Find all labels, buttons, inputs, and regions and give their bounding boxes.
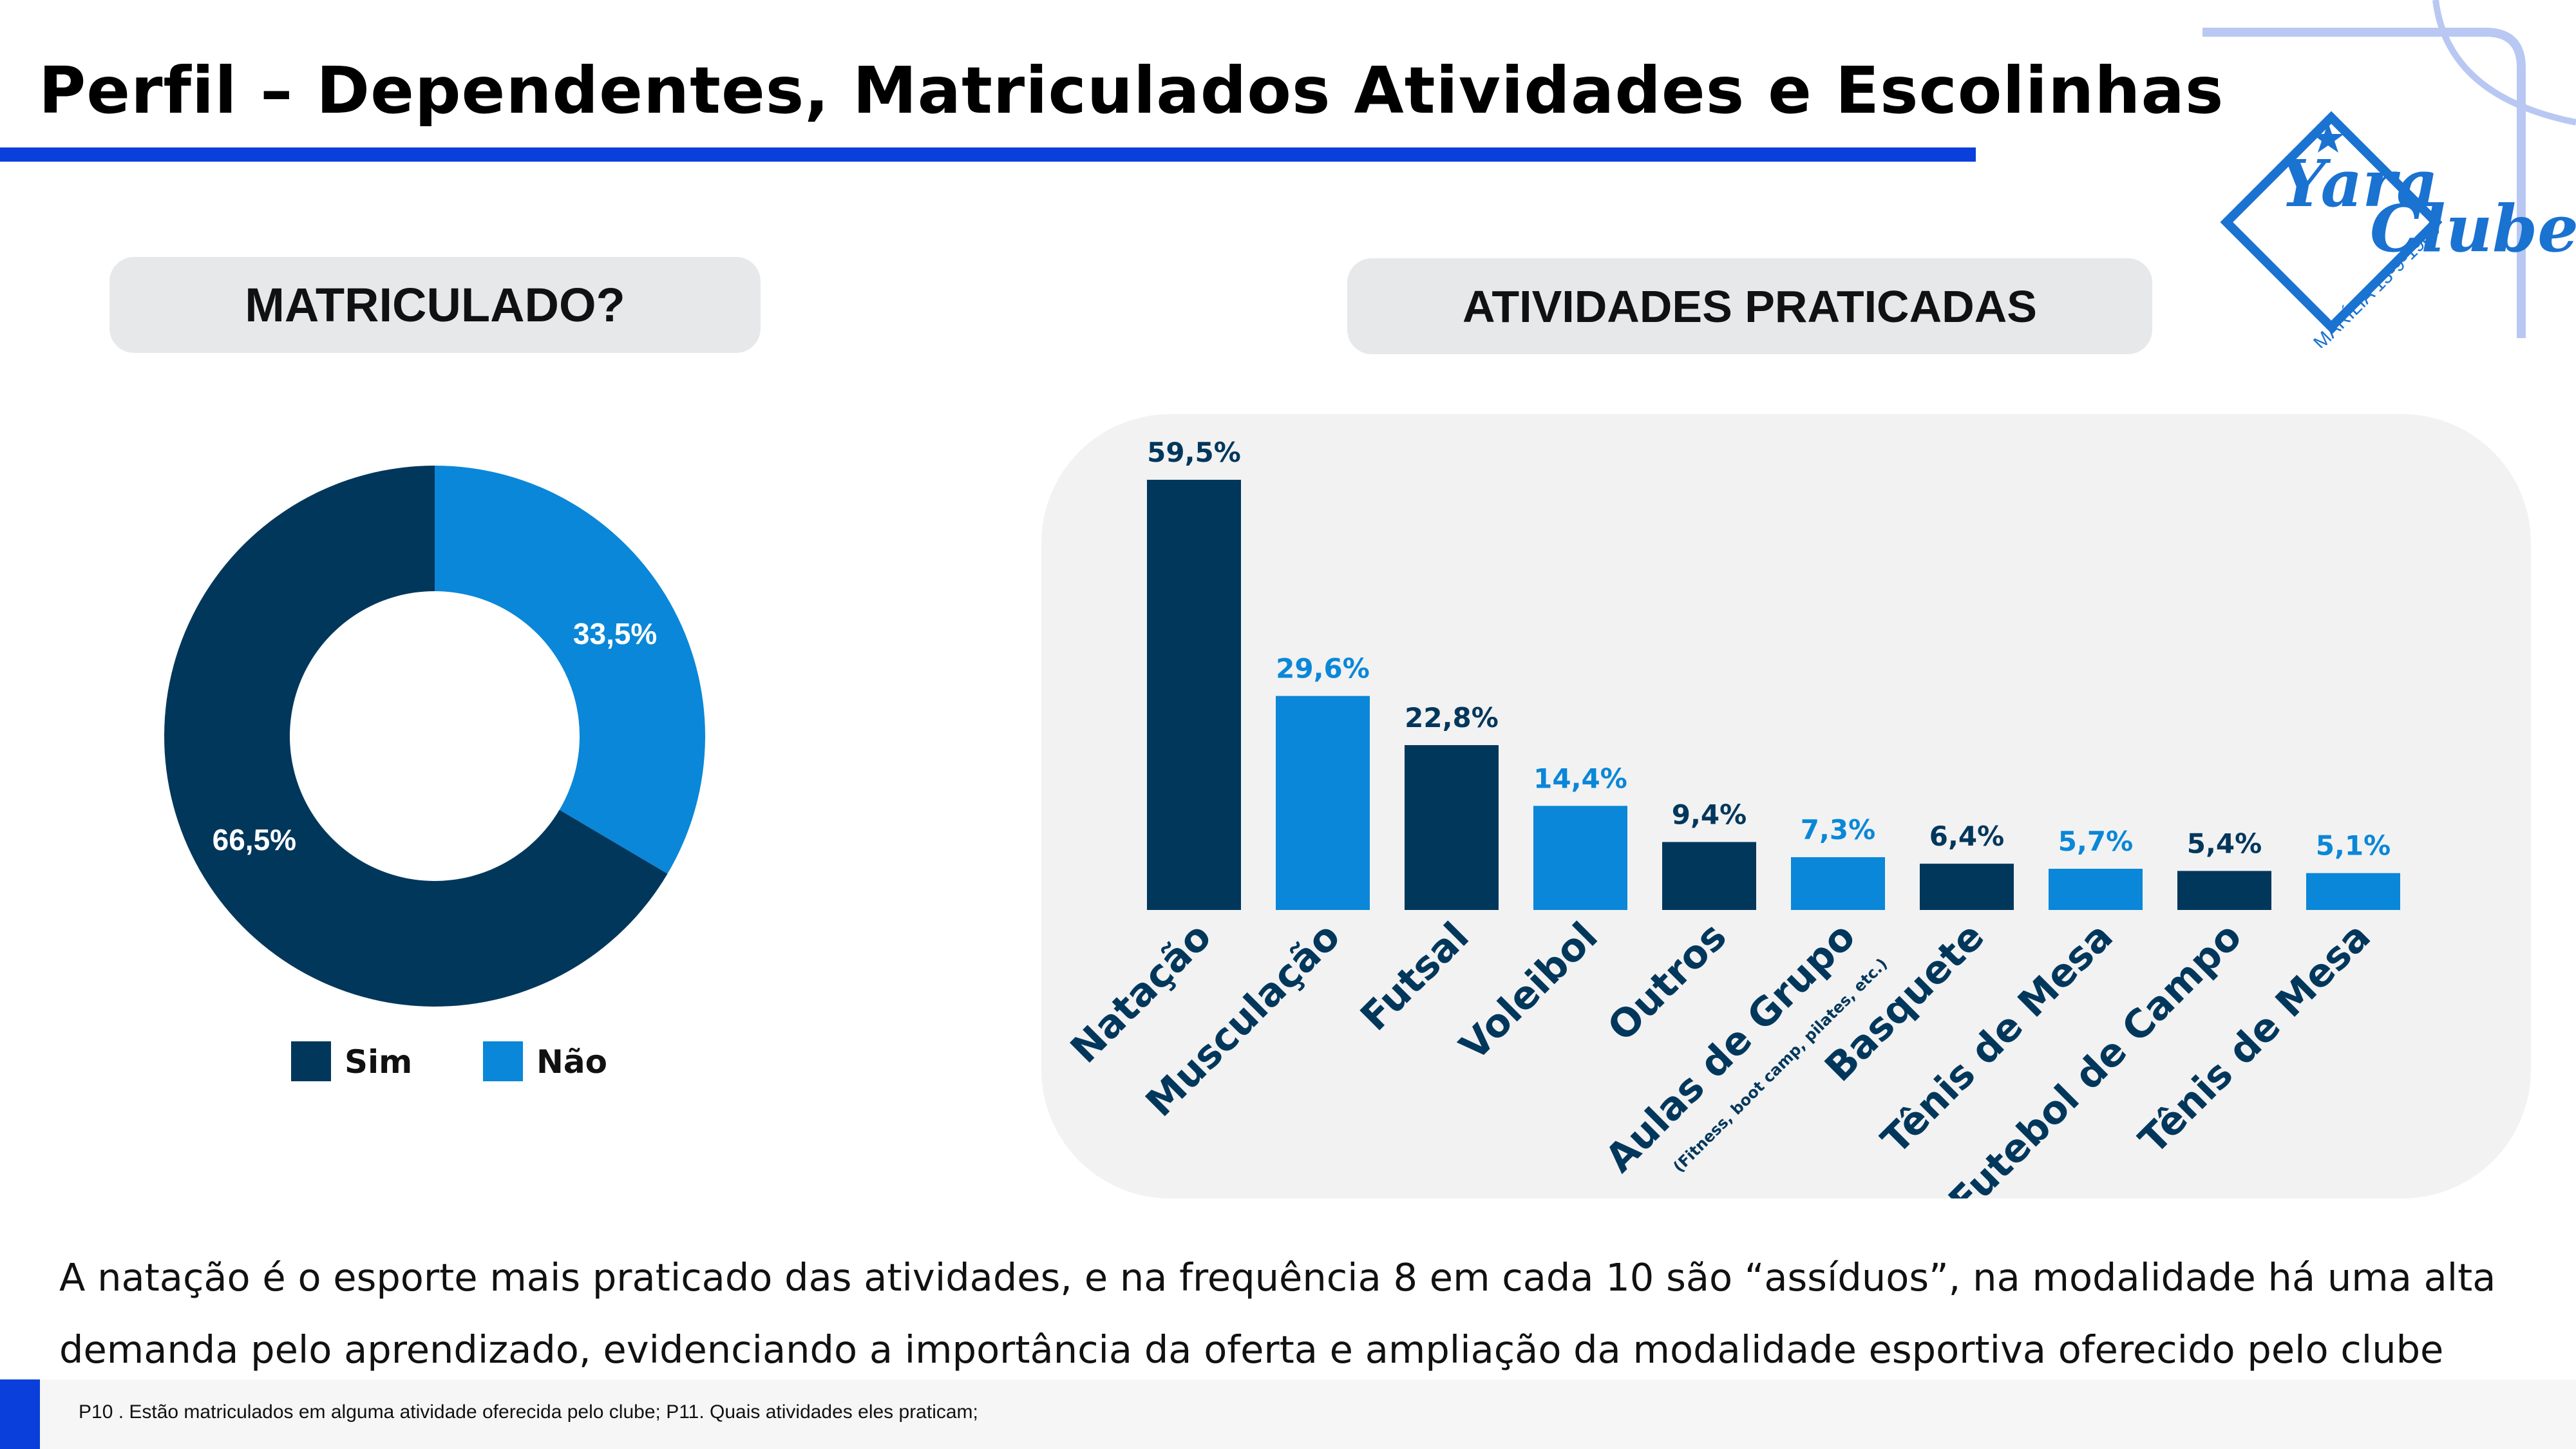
footnote: P10 . Estão matriculados em alguma ativi… bbox=[79, 1401, 978, 1423]
bar-value-label-9: 5,4% bbox=[2187, 828, 2262, 859]
category-label-6: Aulas de Grupo bbox=[1596, 914, 1864, 1181]
bar-10 bbox=[2306, 873, 2400, 910]
bar-3 bbox=[1405, 745, 1499, 910]
page-title: Perfil – Dependentes, Matriculados Ativi… bbox=[39, 53, 2224, 128]
bar-6 bbox=[1791, 857, 1885, 910]
atividades-heading: ATIVIDADES PRATICADAS bbox=[1347, 258, 2152, 354]
bar-value-label-2: 29,6% bbox=[1276, 653, 1370, 685]
footnote-accent bbox=[0, 1379, 40, 1449]
bar-9 bbox=[2177, 871, 2271, 910]
legend-label-não: Não bbox=[536, 1043, 607, 1081]
legend-swatch-não bbox=[483, 1041, 523, 1081]
category-label-3: Futsal bbox=[1352, 914, 1477, 1039]
bar-chart: 59,5%Natação29,6%Musculação22,8%Futsal14… bbox=[1062, 437, 2400, 1198]
bar-value-label-3: 22,8% bbox=[1405, 702, 1499, 734]
yara-clube-logo: Yara Clube MARÍLIA 13-9-1940 bbox=[2202, 0, 2576, 348]
bar-value-label-8: 5,7% bbox=[2058, 826, 2133, 857]
bar-4 bbox=[1533, 806, 1627, 910]
bar-1 bbox=[1147, 480, 1241, 910]
summary-text: A natação é o esporte mais praticado das… bbox=[59, 1255, 2496, 1372]
legend-swatch-sim bbox=[291, 1041, 331, 1081]
bar-5 bbox=[1662, 842, 1756, 910]
bar-value-label-6: 7,3% bbox=[1801, 814, 1875, 846]
matriculado-heading: MATRICULADO? bbox=[109, 257, 761, 353]
bar-value-label-5: 9,4% bbox=[1672, 799, 1747, 830]
legend-label-sim: Sim bbox=[345, 1043, 412, 1081]
donut-slice-sim bbox=[164, 466, 668, 1007]
category-label-10: Tênis de Mesa bbox=[2130, 914, 2379, 1162]
footnote-bar bbox=[0, 1379, 2576, 1449]
logo-wordmark-right: Clube bbox=[2370, 191, 2576, 267]
bar-2 bbox=[1276, 696, 1370, 910]
category-label-5: Outros bbox=[1599, 914, 1735, 1050]
bar-value-label-4: 14,4% bbox=[1533, 762, 1627, 794]
donut-chart: 33,5% 66,5% Sim Não bbox=[164, 466, 705, 1081]
donut-label-sim: 66,5% bbox=[213, 823, 296, 857]
donut-slice-não bbox=[435, 466, 705, 874]
donut-label-não: 33,5% bbox=[573, 617, 657, 650]
category-label-8: Tênis de Mesa bbox=[1873, 914, 2121, 1162]
title-underline bbox=[0, 147, 1976, 162]
bar-7 bbox=[1920, 864, 2014, 910]
bar-value-label-10: 5,1% bbox=[2316, 830, 2391, 862]
bar-8 bbox=[2049, 869, 2143, 910]
logo-wordmark-left: Yara bbox=[2280, 146, 2438, 222]
bar-value-label-1: 59,5% bbox=[1147, 437, 1241, 468]
bar-value-label-7: 6,4% bbox=[1929, 820, 2004, 852]
category-label-4: Voleibol bbox=[1452, 914, 1607, 1069]
